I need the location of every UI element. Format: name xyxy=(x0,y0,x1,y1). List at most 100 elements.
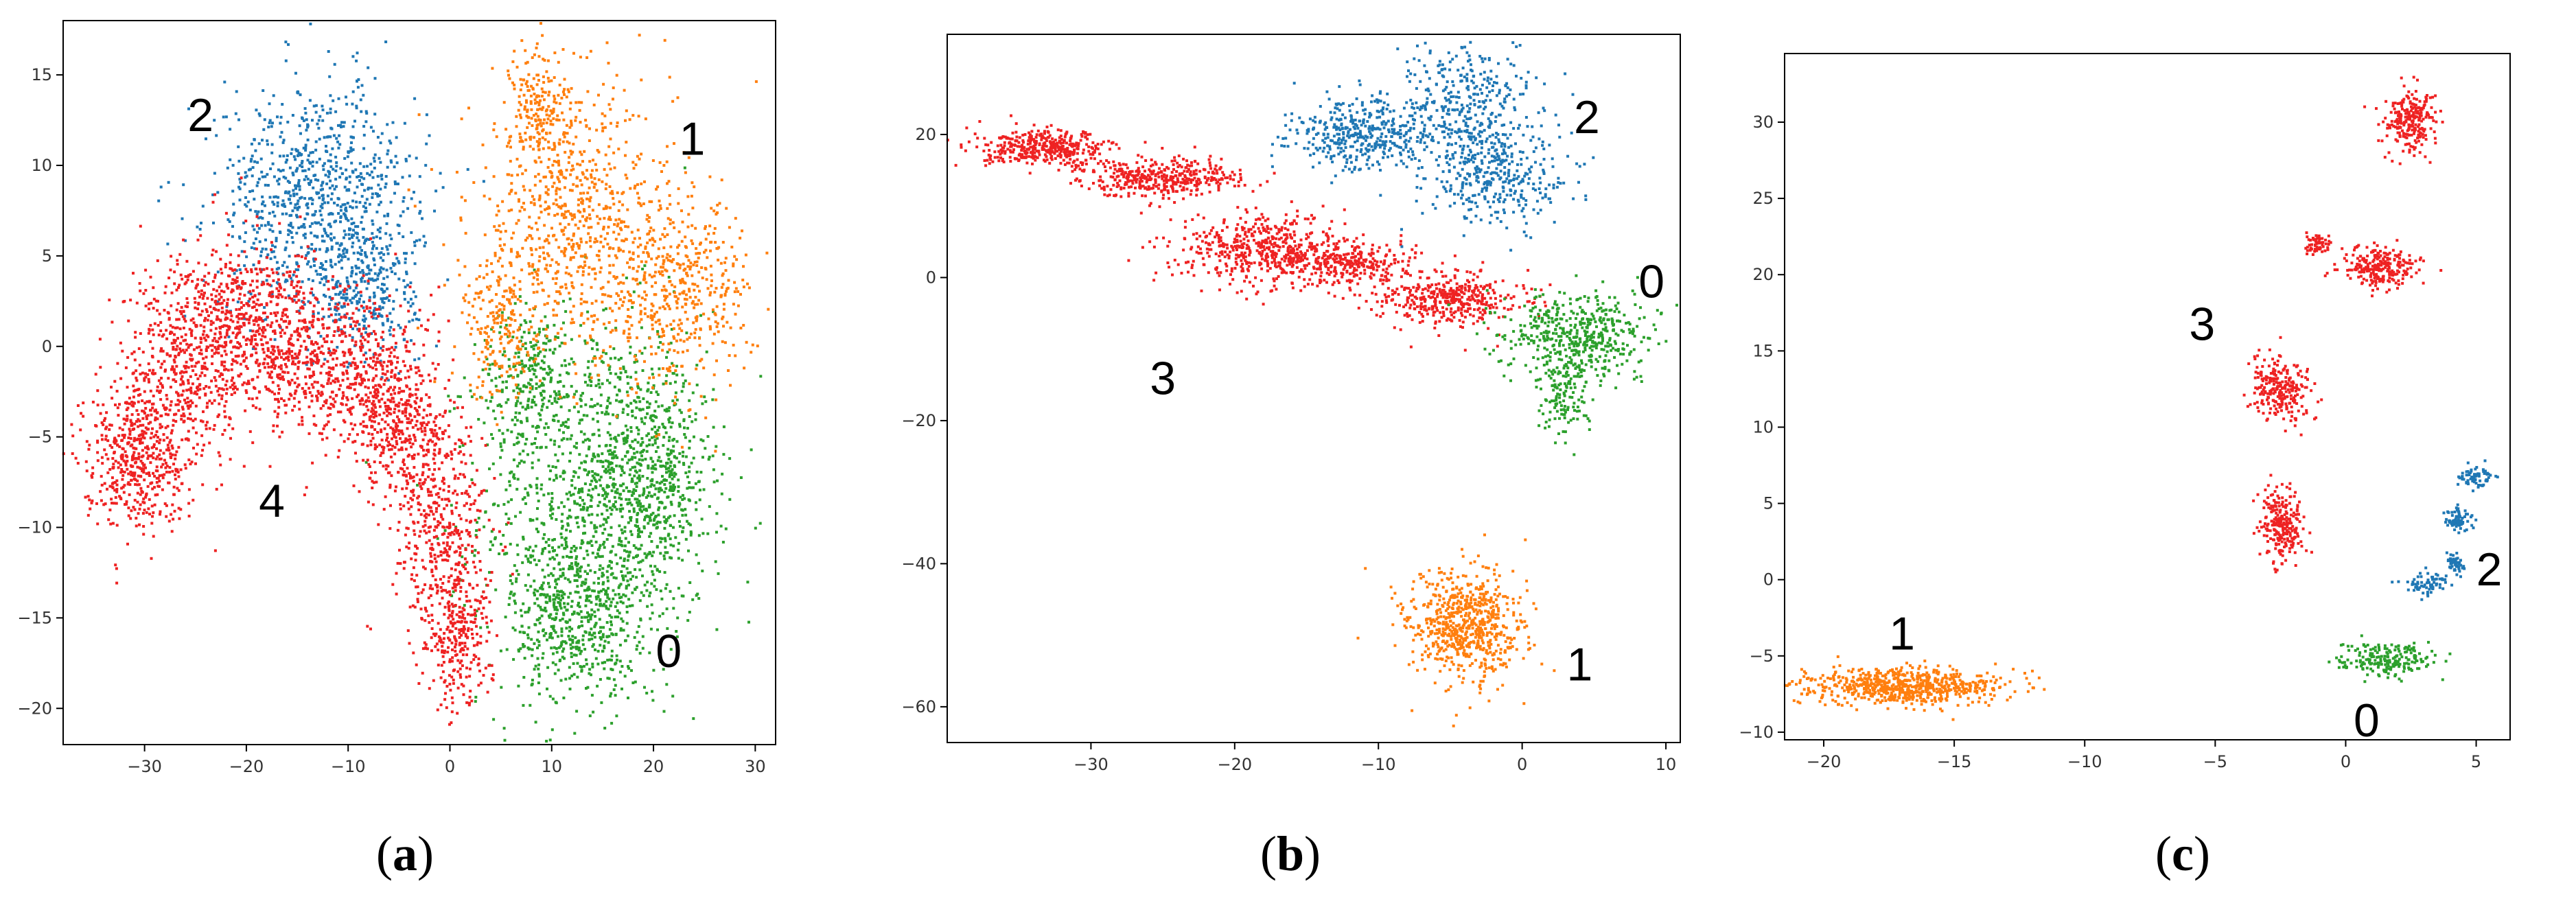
scatter-point xyxy=(607,396,610,399)
scatter-point xyxy=(618,465,621,468)
scatter-point xyxy=(385,268,388,272)
scatter-point xyxy=(568,107,572,110)
scatter-point xyxy=(568,580,572,583)
scatter-point xyxy=(533,373,536,376)
scatter-point xyxy=(681,291,684,294)
scatter-point xyxy=(527,608,531,611)
scatter-point xyxy=(548,367,551,371)
scatter-point xyxy=(561,48,565,51)
scatter-point xyxy=(605,570,609,573)
scatter-point xyxy=(648,273,651,277)
scatter-point xyxy=(358,200,362,204)
scatter-point xyxy=(415,318,418,320)
scatter-point xyxy=(593,240,596,244)
scatter-point xyxy=(548,633,552,636)
scatter-point xyxy=(316,122,319,126)
scatter-point xyxy=(262,128,266,131)
scatter-point xyxy=(591,644,594,648)
scatter-point xyxy=(482,180,485,183)
scatter-point xyxy=(248,329,252,332)
scatter-point xyxy=(597,379,601,382)
scatter-point xyxy=(683,433,686,436)
scatter-point xyxy=(313,264,316,267)
scatter-point xyxy=(328,172,332,176)
scatter-point xyxy=(531,679,534,681)
scatter-point xyxy=(629,316,632,318)
scatter-point xyxy=(509,323,512,327)
scatter-point xyxy=(509,542,512,546)
scatter-point xyxy=(296,207,299,209)
scatter-point xyxy=(592,581,596,585)
scatter-point xyxy=(554,453,557,456)
scatter-point xyxy=(471,461,474,465)
scatter-point xyxy=(637,255,640,258)
scatter-point xyxy=(697,299,701,302)
scatter-point xyxy=(533,369,536,372)
scatter-point xyxy=(568,677,572,680)
scatter-point xyxy=(654,430,658,434)
scatter-point xyxy=(641,268,645,270)
scatter-point xyxy=(595,254,599,257)
scatter-point xyxy=(553,145,557,148)
scatter-point xyxy=(599,678,602,681)
scatter-point xyxy=(680,390,684,393)
scatter-point xyxy=(620,596,623,599)
scatter-point xyxy=(704,268,708,271)
scatter-point xyxy=(585,301,588,304)
scatter-point xyxy=(590,169,594,172)
scatter-point xyxy=(303,107,307,110)
scatter-point xyxy=(542,384,545,387)
scatter-point xyxy=(549,123,553,126)
scatter-point xyxy=(317,221,321,224)
scatter-point xyxy=(577,476,580,479)
scatter-point xyxy=(542,147,545,150)
scatter-point xyxy=(646,389,649,393)
scatter-point xyxy=(325,111,329,115)
scatter-point xyxy=(661,349,664,352)
scatter-point xyxy=(596,348,599,351)
scatter-point xyxy=(588,160,592,163)
scatter-point xyxy=(478,275,481,279)
scatter-point xyxy=(487,288,491,291)
scatter-point xyxy=(526,353,530,357)
scatter-point xyxy=(648,594,651,598)
scatter-point xyxy=(653,515,657,519)
scatter-point xyxy=(545,335,548,338)
scatter-point xyxy=(353,295,357,298)
scatter-point xyxy=(321,164,325,167)
scatter-point xyxy=(638,474,641,478)
scatter-point xyxy=(522,703,525,707)
scatter-point xyxy=(648,238,651,242)
scatter-point xyxy=(261,202,264,206)
scatter-point xyxy=(673,401,676,405)
scatter-point xyxy=(544,175,547,178)
scatter-point xyxy=(688,611,691,614)
scatter-point xyxy=(535,248,538,251)
scatter-point xyxy=(514,351,518,355)
scatter-point xyxy=(622,437,625,441)
scatter-point xyxy=(576,611,579,615)
scatter-point xyxy=(717,258,720,261)
scatter-point xyxy=(631,604,634,607)
scatter-point xyxy=(645,556,648,559)
scatter-point xyxy=(537,156,541,159)
scatter-point xyxy=(485,358,489,361)
scatter-point xyxy=(550,79,553,82)
scatter-point xyxy=(607,368,611,371)
scatter-point xyxy=(509,159,512,163)
scatter-point xyxy=(585,687,588,690)
scatter-point xyxy=(560,341,564,345)
scatter-point xyxy=(329,260,333,264)
scatter-point xyxy=(644,245,647,248)
scatter-point xyxy=(553,603,555,607)
scatter-point xyxy=(693,435,695,439)
scatter-point xyxy=(570,321,573,325)
scatter-point xyxy=(529,364,532,368)
scatter-point xyxy=(334,220,338,223)
scatter-point xyxy=(615,292,618,295)
scatter-point xyxy=(270,151,274,154)
scatter-point xyxy=(703,250,706,254)
scatter-point xyxy=(529,356,532,360)
scatter-point xyxy=(399,326,402,329)
scatter-point xyxy=(270,143,274,146)
